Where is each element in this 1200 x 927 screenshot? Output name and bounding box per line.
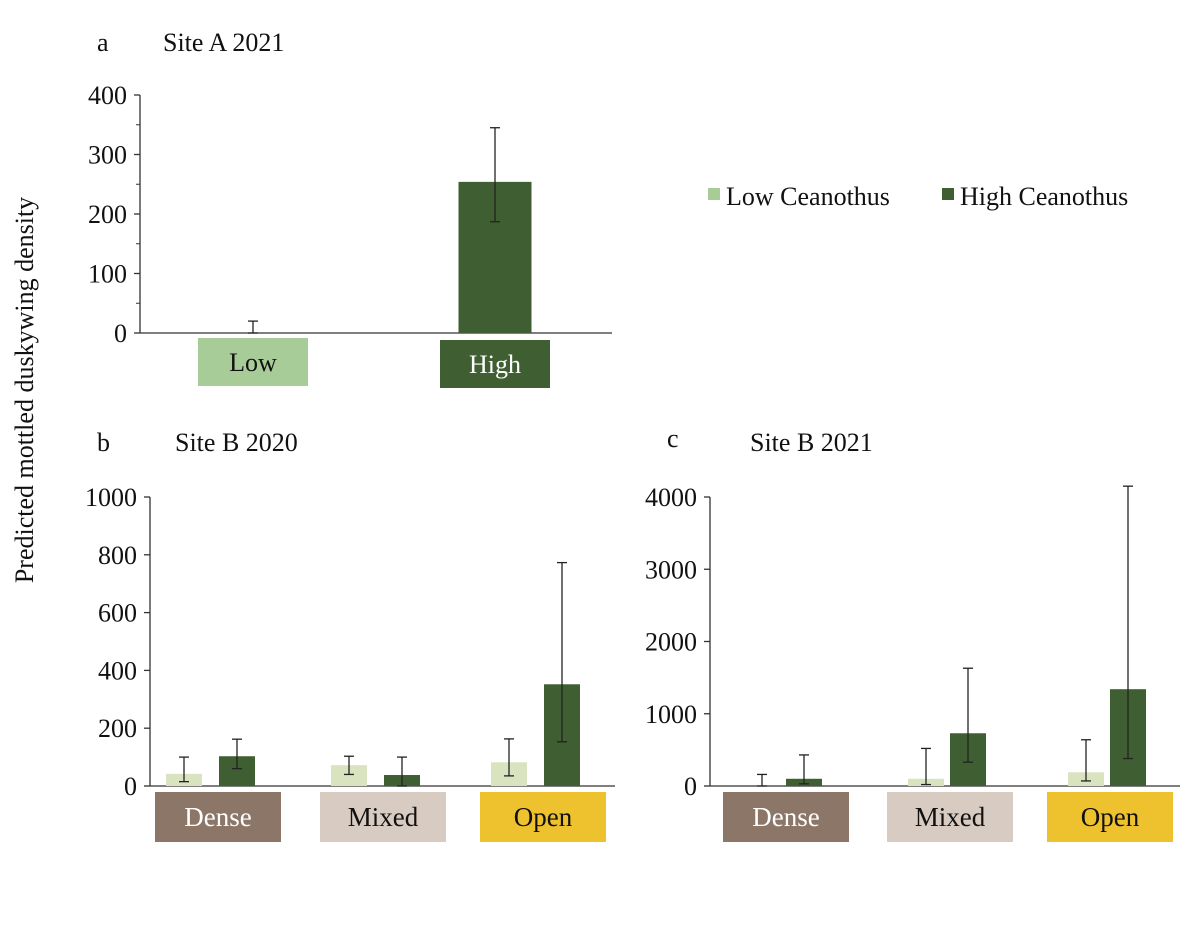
y-tick-label: 200 [88, 200, 127, 229]
legend-label: High Ceanothus [960, 182, 1128, 211]
category-label-box [155, 792, 281, 842]
category-label: Dense [184, 802, 251, 832]
category-label-box [320, 792, 446, 842]
legend-swatch [942, 188, 954, 200]
y-tick-label: 300 [88, 141, 127, 170]
chart-panels: a Site A 2021 0 100 200 300 400 Low High b Site B … [85, 28, 1180, 842]
y-tick-label: 0 [684, 772, 697, 801]
panel-letter: b [97, 428, 110, 457]
legend: Low Ceanothus High Ceanothus [708, 182, 1128, 211]
y-tick-label: 100 [88, 260, 127, 289]
y-tick-label: 0 [114, 319, 127, 348]
y-tick-label: 600 [98, 599, 137, 628]
y-tick-label: 200 [98, 714, 137, 743]
category-label-box [887, 792, 1013, 842]
panel-a: a Site A 2021 0 100 200 300 400 Low High [88, 28, 612, 388]
bar [331, 765, 367, 786]
panel-title: Site B 2021 [750, 428, 873, 457]
panel-c: c Site B 2021 0 1000 2000 3000 4000 Dense Mixed O… [645, 424, 1180, 842]
category-label: Dense [752, 802, 819, 832]
panel-letter: c [667, 424, 679, 453]
y-axis-label: Predicted mottled duskywing density [10, 197, 39, 583]
category-label: Low [229, 348, 277, 377]
category-label: Open [1081, 802, 1140, 832]
y-tick-label: 400 [98, 656, 137, 685]
category-label: Open [514, 802, 573, 832]
y-tick-label: 800 [98, 541, 137, 570]
panel-title: Site B 2020 [175, 428, 298, 457]
panel-letter: a [97, 28, 109, 57]
panel-b: b Site B 2020 0 200 400 600 800 1000 Dense Mixed O… [85, 428, 615, 842]
category-label-box [1047, 792, 1173, 842]
y-tick-label: 4000 [645, 483, 697, 512]
panel-title: Site A 2021 [163, 28, 284, 57]
y-tick-label: 0 [124, 772, 137, 801]
category-label-box [480, 792, 606, 842]
legend-swatch [708, 188, 720, 200]
category-label-box [440, 340, 550, 388]
category-label-box [198, 338, 308, 386]
y-tick-label: 400 [88, 81, 127, 110]
y-tick-label: 1000 [85, 483, 137, 512]
category-label-box [723, 792, 849, 842]
category-label: Mixed [348, 802, 419, 832]
legend-label: Low Ceanothus [726, 182, 890, 211]
y-tick-label: 1000 [645, 700, 697, 729]
y-tick-label: 2000 [645, 628, 697, 657]
y-tick-label: 3000 [645, 555, 697, 584]
category-label: High [469, 350, 521, 379]
category-label: Mixed [915, 802, 986, 832]
